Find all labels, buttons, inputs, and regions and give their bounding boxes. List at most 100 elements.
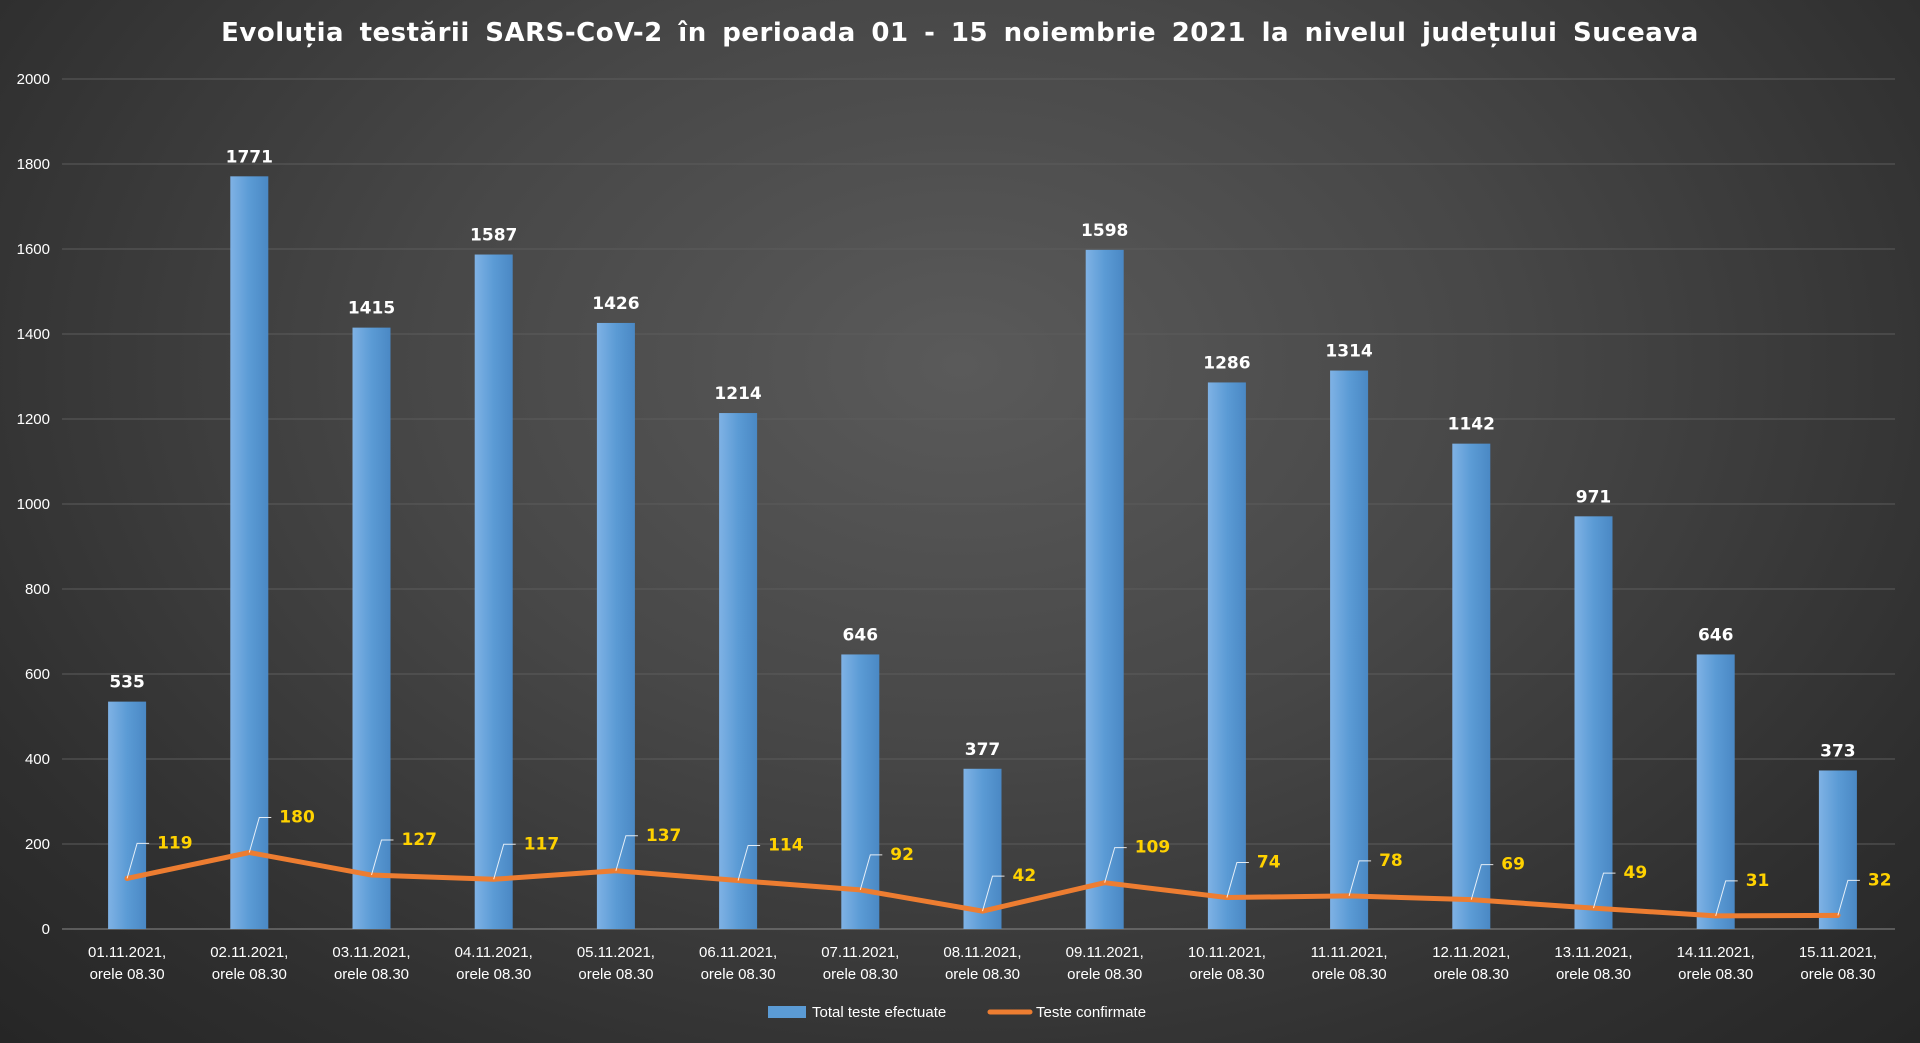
x-tick-label-line2: orele 08.30 xyxy=(1312,966,1387,983)
bar-value-label: 1214 xyxy=(714,384,761,404)
y-tick-label: 1800 xyxy=(17,156,50,173)
bar-value-label: 535 xyxy=(109,673,145,693)
bar-value-label: 646 xyxy=(1698,625,1734,645)
line-value-label: 92 xyxy=(890,845,914,865)
label-leader-line xyxy=(248,817,272,853)
x-tick-label-line2: orele 08.30 xyxy=(945,966,1020,983)
bar-value-label: 1142 xyxy=(1448,415,1495,435)
x-tick-label: 15.11.2021, xyxy=(1799,944,1877,961)
x-tick-label-line2: orele 08.30 xyxy=(1189,966,1264,983)
y-tick-label: 1200 xyxy=(17,411,50,428)
line-value-label: 119 xyxy=(157,833,193,853)
bar-total-tests xyxy=(1574,516,1613,929)
legend: Total teste efectuate Teste confirmate xyxy=(768,1004,1146,1021)
bar-value-label: 1415 xyxy=(348,299,395,319)
line-value-label: 69 xyxy=(1501,855,1525,875)
bar-value-label: 1286 xyxy=(1203,353,1250,373)
bar-value-label: 646 xyxy=(843,625,879,645)
line-value-label: 137 xyxy=(646,826,682,846)
y-tick-label: 1000 xyxy=(17,496,50,513)
line-value-label: 74 xyxy=(1257,853,1281,873)
x-tick-label: 03.11.2021, xyxy=(332,944,410,961)
x-tick-label-line2: orele 08.30 xyxy=(334,966,409,983)
bar-total-tests xyxy=(596,322,635,929)
line-value-label: 127 xyxy=(402,830,438,850)
bar-total-tests xyxy=(1207,382,1246,929)
x-tick-label-line2: orele 08.30 xyxy=(1434,966,1509,983)
x-tick-label-line2: orele 08.30 xyxy=(578,966,653,983)
bar-total-tests xyxy=(230,176,269,929)
bar-value-label: 1426 xyxy=(592,294,639,314)
bar-total-tests xyxy=(963,768,1002,929)
bar-total-tests xyxy=(1818,770,1857,929)
label-leader-line xyxy=(126,842,150,879)
bar-value-label: 1598 xyxy=(1081,221,1128,241)
bar-value-label: 1314 xyxy=(1325,342,1372,362)
x-tick-label: 14.11.2021, xyxy=(1677,944,1755,961)
x-tick-label: 08.11.2021, xyxy=(943,944,1021,961)
line-value-label: 31 xyxy=(1746,871,1770,891)
chart-title: Evoluția testării SARS-CoV-2 în perioada… xyxy=(221,18,1699,48)
bar-total-tests xyxy=(1085,249,1124,930)
line-value-label: 117 xyxy=(524,834,560,854)
bar-total-tests xyxy=(108,701,147,929)
line-value-label: 49 xyxy=(1624,863,1648,883)
x-tick-label: 05.11.2021, xyxy=(577,944,655,961)
y-tick-label: 1400 xyxy=(17,326,50,343)
label-leader-line xyxy=(1593,872,1616,909)
y-tick-label: 600 xyxy=(25,666,50,683)
x-tick-label: 09.11.2021, xyxy=(1066,944,1144,961)
x-tick-label-line2: orele 08.30 xyxy=(90,966,165,983)
label-leader-line xyxy=(1348,860,1372,896)
x-tick-label: 01.11.2021, xyxy=(88,944,166,961)
bar-value-label: 373 xyxy=(1820,741,1856,761)
x-axis-ticks: 01.11.2021, orele 08.30 02.11.2021, orele 0… xyxy=(88,944,1877,983)
line-data-labels: 119 180 127 117 137 114 92 42 109 74 78 69 49 31 32 xyxy=(126,808,1892,916)
x-tick-label: 13.11.2021, xyxy=(1554,944,1632,961)
legend-label-total: Total teste efectuate xyxy=(812,1004,946,1021)
bars-total-tests xyxy=(108,176,1857,930)
legend-label-confirmed: Teste confirmate xyxy=(1036,1004,1146,1021)
y-tick-label: 400 xyxy=(25,751,50,768)
label-leader-line xyxy=(1104,847,1127,883)
label-leader-line xyxy=(859,854,883,891)
x-tick-label: 02.11.2021, xyxy=(210,944,288,961)
x-tick-label-line2: orele 08.30 xyxy=(1678,966,1753,983)
y-axis-ticks: 0 200 400 600 800 1000 1200 1400 1600 1800 2000 xyxy=(17,71,50,938)
bar-data-labels: 535 1771 1415 1587 1426 1214 646 377 1598 1286 131… xyxy=(109,147,1855,761)
label-leader-line xyxy=(1837,879,1860,916)
x-tick-label: 12.11.2021, xyxy=(1432,944,1510,961)
y-tick-label: 800 xyxy=(25,581,50,598)
x-tick-label-line2: orele 08.30 xyxy=(212,966,287,983)
label-leader-line xyxy=(493,843,516,880)
bar-value-label: 377 xyxy=(965,740,1001,760)
x-tick-label-line2: orele 08.30 xyxy=(456,966,531,983)
x-tick-label-line2: orele 08.30 xyxy=(1556,966,1631,983)
x-tick-label-line2: orele 08.30 xyxy=(701,966,776,983)
x-tick-label: 06.11.2021, xyxy=(699,944,777,961)
bar-total-tests xyxy=(719,413,758,929)
bar-total-tests xyxy=(474,254,513,929)
x-tick-label: 04.11.2021, xyxy=(455,944,533,961)
bar-value-label: 1771 xyxy=(226,147,273,167)
x-tick-label: 11.11.2021, xyxy=(1311,944,1388,961)
x-tick-label-line2: orele 08.30 xyxy=(823,966,898,983)
line-value-label: 180 xyxy=(279,808,315,828)
x-tick-label: 07.11.2021, xyxy=(821,944,899,961)
bar-value-label: 971 xyxy=(1576,487,1612,507)
y-tick-label: 1600 xyxy=(17,241,50,258)
bar-total-tests xyxy=(841,654,880,929)
label-leader-line xyxy=(1470,864,1494,900)
y-tick-label: 2000 xyxy=(17,71,50,88)
y-tick-label: 0 xyxy=(42,921,50,938)
x-tick-label-line2: orele 08.30 xyxy=(1067,966,1142,983)
line-value-label: 32 xyxy=(1868,870,1892,890)
bar-total-tests xyxy=(1696,654,1735,929)
legend-swatch-bar xyxy=(768,1006,806,1018)
line-value-label: 78 xyxy=(1379,851,1403,871)
x-tick-label: 10.11.2021, xyxy=(1188,944,1266,961)
bar-total-tests xyxy=(352,327,391,929)
label-leader-line xyxy=(1715,880,1738,916)
bar-total-tests xyxy=(1330,370,1369,929)
